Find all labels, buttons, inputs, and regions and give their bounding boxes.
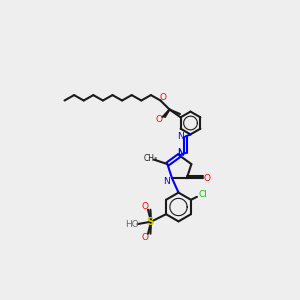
Text: Cl: Cl [199, 190, 207, 199]
Text: CH₃: CH₃ [144, 154, 158, 163]
Text: O: O [159, 93, 167, 102]
Text: N: N [177, 132, 184, 141]
Text: S: S [146, 217, 153, 227]
Text: N: N [163, 177, 170, 186]
Text: O: O [142, 202, 148, 211]
Text: N: N [178, 148, 184, 157]
Text: O: O [203, 174, 210, 183]
Text: O: O [142, 233, 148, 242]
Text: N: N [177, 148, 184, 158]
Text: HO: HO [125, 220, 139, 229]
Text: O: O [155, 116, 163, 124]
